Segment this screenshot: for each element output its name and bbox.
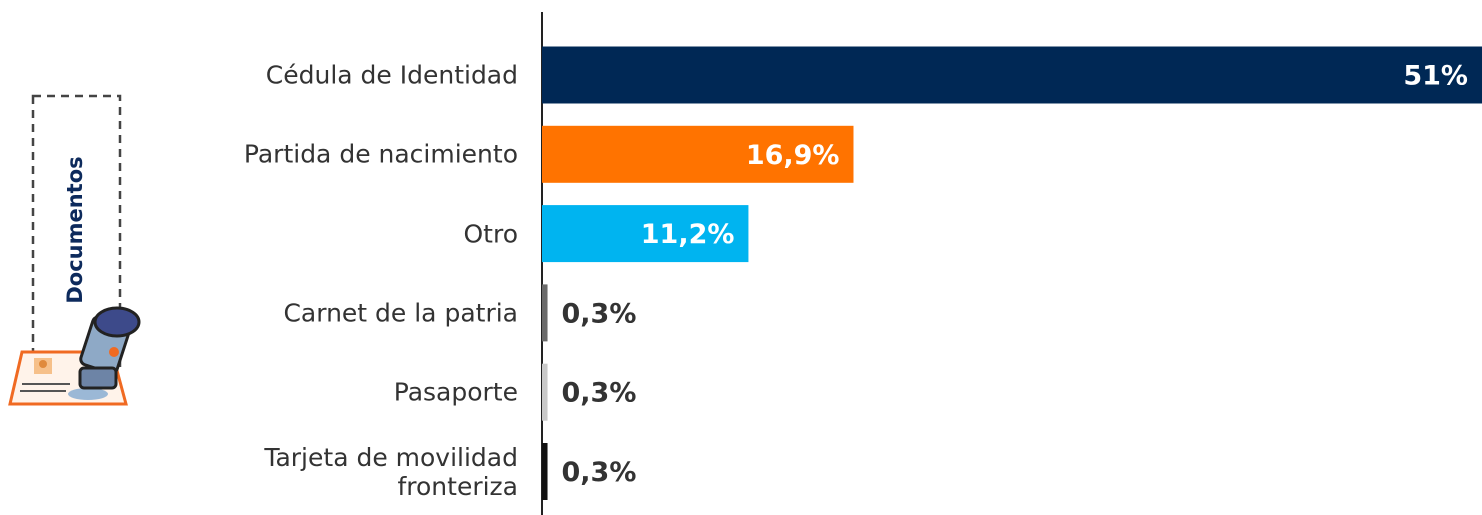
value-label: 0,3% <box>562 457 637 488</box>
bar <box>542 46 1482 104</box>
category-label: Partida de nacimiento <box>243 139 518 169</box>
category-label: Otro <box>463 219 518 249</box>
bar <box>542 125 854 183</box>
bar <box>542 284 548 342</box>
category-label: Tarjeta de movilidad fronteriza <box>264 442 518 501</box>
value-label: 0,3% <box>562 378 637 409</box>
category-label: Cédula de Identidad <box>265 60 518 90</box>
category-label: Pasaporte <box>393 377 518 407</box>
bar <box>542 443 548 500</box>
bar <box>542 363 548 421</box>
value-label: 11,2% <box>641 219 735 250</box>
value-label: 51% <box>1403 61 1468 92</box>
value-label: 16,9% <box>746 140 840 171</box>
category-label: Carnet de la patria <box>283 298 518 328</box>
value-label: 0,3% <box>562 298 637 329</box>
side-label: Documentos <box>63 156 87 303</box>
document-icon <box>8 306 141 406</box>
bar <box>542 205 749 263</box>
side-box <box>31 94 122 372</box>
